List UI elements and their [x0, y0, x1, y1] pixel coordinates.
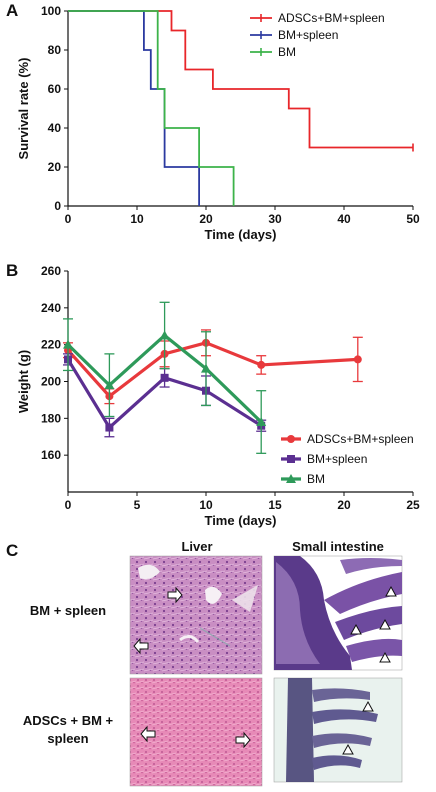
col-header-small-intestine: Small intestine	[292, 539, 384, 554]
y-tick-label: 0	[54, 199, 61, 213]
y-axis-label: Survival rate (%)	[16, 58, 31, 160]
micrograph-intestine-bm-spleen	[273, 555, 403, 671]
x-tick-label: 5	[134, 498, 141, 512]
x-tick-label: 20	[199, 212, 213, 226]
triangle-marker-intestine-5	[362, 700, 374, 712]
y-tick-label: 220	[41, 338, 61, 352]
x-tick-label: 25	[406, 498, 420, 512]
arrow-marker-liver-4	[235, 731, 251, 749]
panel-c-letter: C	[6, 541, 18, 560]
x-tick-label: 0	[65, 212, 72, 226]
triangle-marker-intestine-1	[385, 585, 397, 597]
triangle-marker-intestine-3	[379, 618, 391, 630]
data-point	[256, 417, 267, 427]
y-tick-label: 240	[41, 301, 61, 315]
legend-marker-2	[286, 474, 296, 483]
y-tick-label: 160	[41, 448, 61, 462]
triangle-marker-intestine-2	[350, 623, 362, 635]
survival-curve-2	[68, 10, 235, 206]
survival-chart: 0 10 20 30 40 50 0 20 40 60 80 100 Time (days) Surviv…	[16, 4, 420, 242]
micrograph-intestine-adscs-bm-spleen	[273, 677, 403, 783]
x-tick-label: 10	[130, 212, 144, 226]
y-tick-label: 20	[48, 160, 62, 174]
legend-label-1: BM+spleen	[307, 452, 367, 466]
y-tick-label: 180	[41, 411, 61, 425]
data-point	[105, 423, 114, 432]
x-tick-label: 15	[268, 498, 282, 512]
legend-label-2: BM	[307, 472, 325, 486]
y-tick-label: 80	[48, 43, 62, 57]
data-point	[201, 363, 211, 373]
row-label-adscs-bm-spleen-line1: ADSCs + BM +	[23, 713, 114, 728]
triangle-marker-intestine-6	[342, 743, 354, 755]
data-point	[257, 360, 266, 369]
data-point	[104, 380, 115, 390]
data-point	[353, 355, 362, 364]
arrow-marker-liver-2	[133, 637, 149, 655]
y-axis-label: Weight (g)	[16, 350, 31, 413]
y-tick-label: 260	[41, 264, 61, 278]
y-tick-label: 60	[48, 82, 62, 96]
x-tick-label: 50	[406, 212, 420, 226]
legend-label-1: BM+spleen	[278, 28, 338, 42]
x-tick-label: 40	[337, 212, 351, 226]
legend-marker-0	[287, 435, 295, 443]
panel-a-letter: A	[6, 1, 18, 20]
micrograph-liver-bm-spleen	[129, 555, 263, 675]
arrow-marker-liver-3	[140, 725, 156, 743]
data-point	[160, 373, 169, 382]
survival-curve-0	[68, 10, 413, 149]
triangle-marker-intestine-4	[379, 651, 391, 663]
arrow-marker-liver-1	[167, 586, 183, 604]
data-point	[159, 330, 170, 340]
data-point	[63, 339, 73, 349]
y-tick-label: 40	[48, 121, 62, 135]
col-header-liver: Liver	[181, 539, 212, 554]
x-tick-label: 10	[199, 498, 213, 512]
row-label-adscs-bm-spleen-line2: spleen	[47, 731, 88, 746]
legend-label-0: ADSCs+BM+spleen	[278, 11, 385, 25]
row-label-bm-spleen: BM + spleen	[30, 603, 106, 618]
y-tick-label: 200	[41, 375, 61, 389]
legend-marker-1	[287, 455, 295, 463]
panel-b-letter: B	[6, 261, 18, 280]
weight-line-0	[66, 341, 358, 399]
weight-chart: 0 5 10 15 20 25 160 180 200 220 240 260 Time (days) W…	[16, 264, 420, 528]
x-tick-label: 30	[268, 212, 282, 226]
x-tick-label: 20	[337, 498, 351, 512]
legend-label-0: ADSCs+BM+spleen	[307, 432, 414, 446]
x-tick-label: 0	[65, 498, 72, 512]
x-axis-label: Time (days)	[204, 227, 276, 242]
survival-curve-1	[68, 10, 200, 206]
y-tick-label: 100	[41, 4, 61, 18]
x-axis-label: Time (days)	[204, 513, 276, 528]
legend-label-2: BM	[278, 45, 296, 59]
